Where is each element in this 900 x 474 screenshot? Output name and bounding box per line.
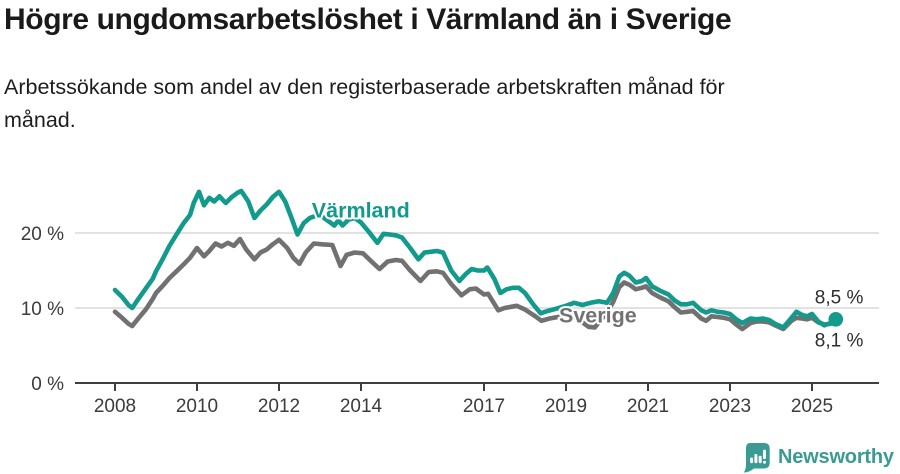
page-subtitle: Arbetssökande som andel av den registerb… — [4, 71, 884, 137]
x-tick-label: 2014 — [340, 396, 383, 417]
series-line-sverige — [112, 236, 839, 332]
x-tick-label: 2021 — [627, 396, 669, 417]
end-value-label-sverige: 8,1 % — [815, 330, 864, 351]
series-label-värmland: Värmland — [312, 199, 410, 223]
series-line-värmland — [112, 188, 839, 330]
x-tick-label: 2008 — [94, 396, 136, 417]
x-tick-label: 2012 — [258, 396, 300, 417]
x-tick-label: 2017 — [463, 396, 505, 417]
x-tick-label: 2023 — [709, 396, 751, 417]
series-label-sverige: Sverige — [559, 303, 637, 327]
x-tick-label: 2025 — [791, 396, 833, 417]
subtitle-line-1: Arbetssökande som andel av den registerb… — [4, 75, 725, 99]
x-tick-label: 2019 — [545, 396, 587, 417]
newsworthy-logo-icon — [743, 443, 770, 473]
y-tick-label: 20 % — [21, 224, 64, 245]
y-tick-label: 10 % — [21, 299, 64, 320]
brand-logo: Newsworthy — [742, 442, 894, 473]
subtitle-line-2: månad. — [4, 108, 76, 132]
page-title: Högre ungdomsarbetslöshet i Värmland än … — [4, 3, 732, 36]
end-value-label-värmland: 8,5 % — [815, 287, 864, 308]
series-end-dot-värmland — [828, 312, 844, 327]
brand-name: Newsworthy — [778, 446, 894, 468]
y-tick-label: 0 % — [31, 374, 64, 395]
x-tick-label: 2010 — [176, 396, 218, 417]
